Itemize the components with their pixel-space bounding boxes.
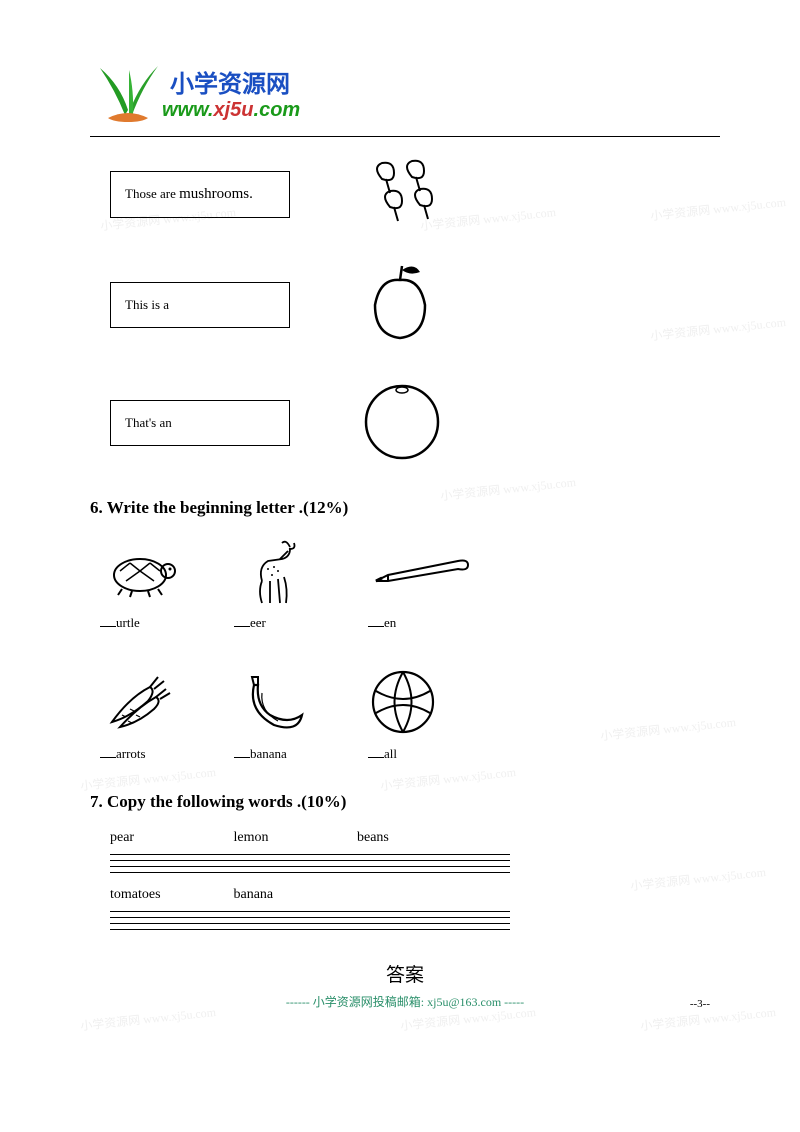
word-item: urtle (100, 536, 230, 631)
copy-words-row: tomatoes banana (110, 887, 720, 903)
watermark: 小学资源网 www.xj5u.com (79, 763, 216, 794)
word-item: en (368, 536, 498, 631)
letter-blank[interactable] (368, 757, 384, 758)
copy-word: tomatoes (110, 887, 230, 903)
section-6-title: 6. Write the beginning letter .(12%) (90, 498, 720, 518)
sentence-row: That's an (110, 378, 720, 468)
word-suffix: en (384, 615, 396, 630)
watermark: 小学资源网 www.xj5u.com (379, 763, 516, 794)
sentence-big: mushrooms. (179, 186, 253, 202)
letter-blank[interactable] (100, 626, 116, 627)
banana-icon (234, 667, 314, 742)
copy-word: beans (357, 830, 389, 846)
word-suffix: all (384, 746, 397, 761)
letter-blank[interactable] (234, 626, 250, 627)
apple-icon (360, 260, 440, 350)
letter-blank[interactable] (368, 626, 384, 627)
section-7-title: 7. Copy the following words .(10%) (90, 792, 720, 812)
word-row: arrots banana all (100, 667, 720, 762)
letter-blank[interactable] (234, 757, 250, 758)
pen-icon (368, 551, 478, 596)
header-rule (90, 136, 720, 137)
sentence-card: That's an (110, 400, 290, 446)
word-row: urtle eer en (100, 536, 720, 631)
mushrooms-icon (360, 157, 450, 232)
carrots-icon (100, 667, 180, 742)
word-suffix: banana (250, 746, 287, 761)
copy-word: pear (110, 830, 230, 846)
ball-icon (368, 667, 438, 742)
copy-word: banana (234, 887, 274, 903)
sentence-card: This is a (110, 282, 290, 328)
word-item: eer (234, 536, 364, 631)
writing-lines[interactable] (110, 911, 720, 930)
word-suffix: arrots (116, 746, 146, 761)
sentence-row: Those are mushrooms. (110, 157, 720, 232)
page-number: --3-- (690, 998, 710, 1010)
sentence-row: This is a (110, 260, 720, 350)
word-item: banana (234, 667, 364, 762)
sentence-text: Those are (125, 186, 179, 201)
deer-icon (234, 531, 309, 616)
letter-blank[interactable] (100, 757, 116, 758)
copy-words-row: pear lemon beans (110, 830, 720, 846)
writing-lines[interactable] (110, 854, 720, 873)
page-footer: ------ 小学资源网投稿邮箱: xj5u@163.com ----- --3… (90, 993, 720, 1010)
sentence-text: This is a (125, 297, 169, 312)
logo-title: 小学资源网 (170, 70, 290, 98)
turtle-icon (100, 541, 185, 606)
site-logo: 小学资源网 www.xj5u.com (90, 60, 720, 130)
footer-text: ------ 小学资源网投稿邮箱: xj5u@163.com ----- (286, 995, 524, 1009)
sentence-text: That's an (125, 415, 172, 430)
copy-word: lemon (234, 830, 354, 846)
word-item: arrots (100, 667, 230, 762)
word-item: all (368, 667, 498, 762)
svg-text:www.xj5u.com: www.xj5u.com (162, 99, 300, 121)
word-suffix: urtle (116, 615, 140, 630)
answer-heading: 答案 (90, 960, 720, 987)
orange-icon (360, 378, 445, 468)
sentence-card: Those are mushrooms. (110, 171, 290, 218)
word-suffix: eer (250, 615, 266, 630)
